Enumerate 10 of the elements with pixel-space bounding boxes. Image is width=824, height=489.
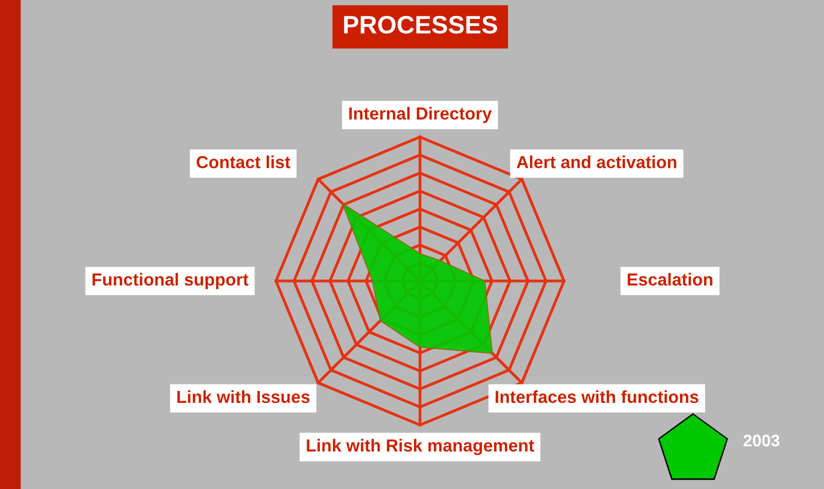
spoke-label: Functional support bbox=[92, 272, 248, 290]
spoke-label: Link with Issues bbox=[177, 390, 310, 404]
text: 2003 bbox=[744, 434, 780, 446]
spoke-label: Internal Directory bbox=[349, 106, 492, 124]
spoke-label: Link with Risk management bbox=[306, 438, 534, 456]
spoke-label: Contact list bbox=[196, 156, 290, 168]
spoke-label: Alert and activation bbox=[516, 156, 676, 168]
spoke-label: Interfaces with functions bbox=[496, 390, 698, 404]
spoke-label: Escalation bbox=[628, 272, 712, 286]
chart-title: PROCESSES bbox=[344, 16, 498, 34]
